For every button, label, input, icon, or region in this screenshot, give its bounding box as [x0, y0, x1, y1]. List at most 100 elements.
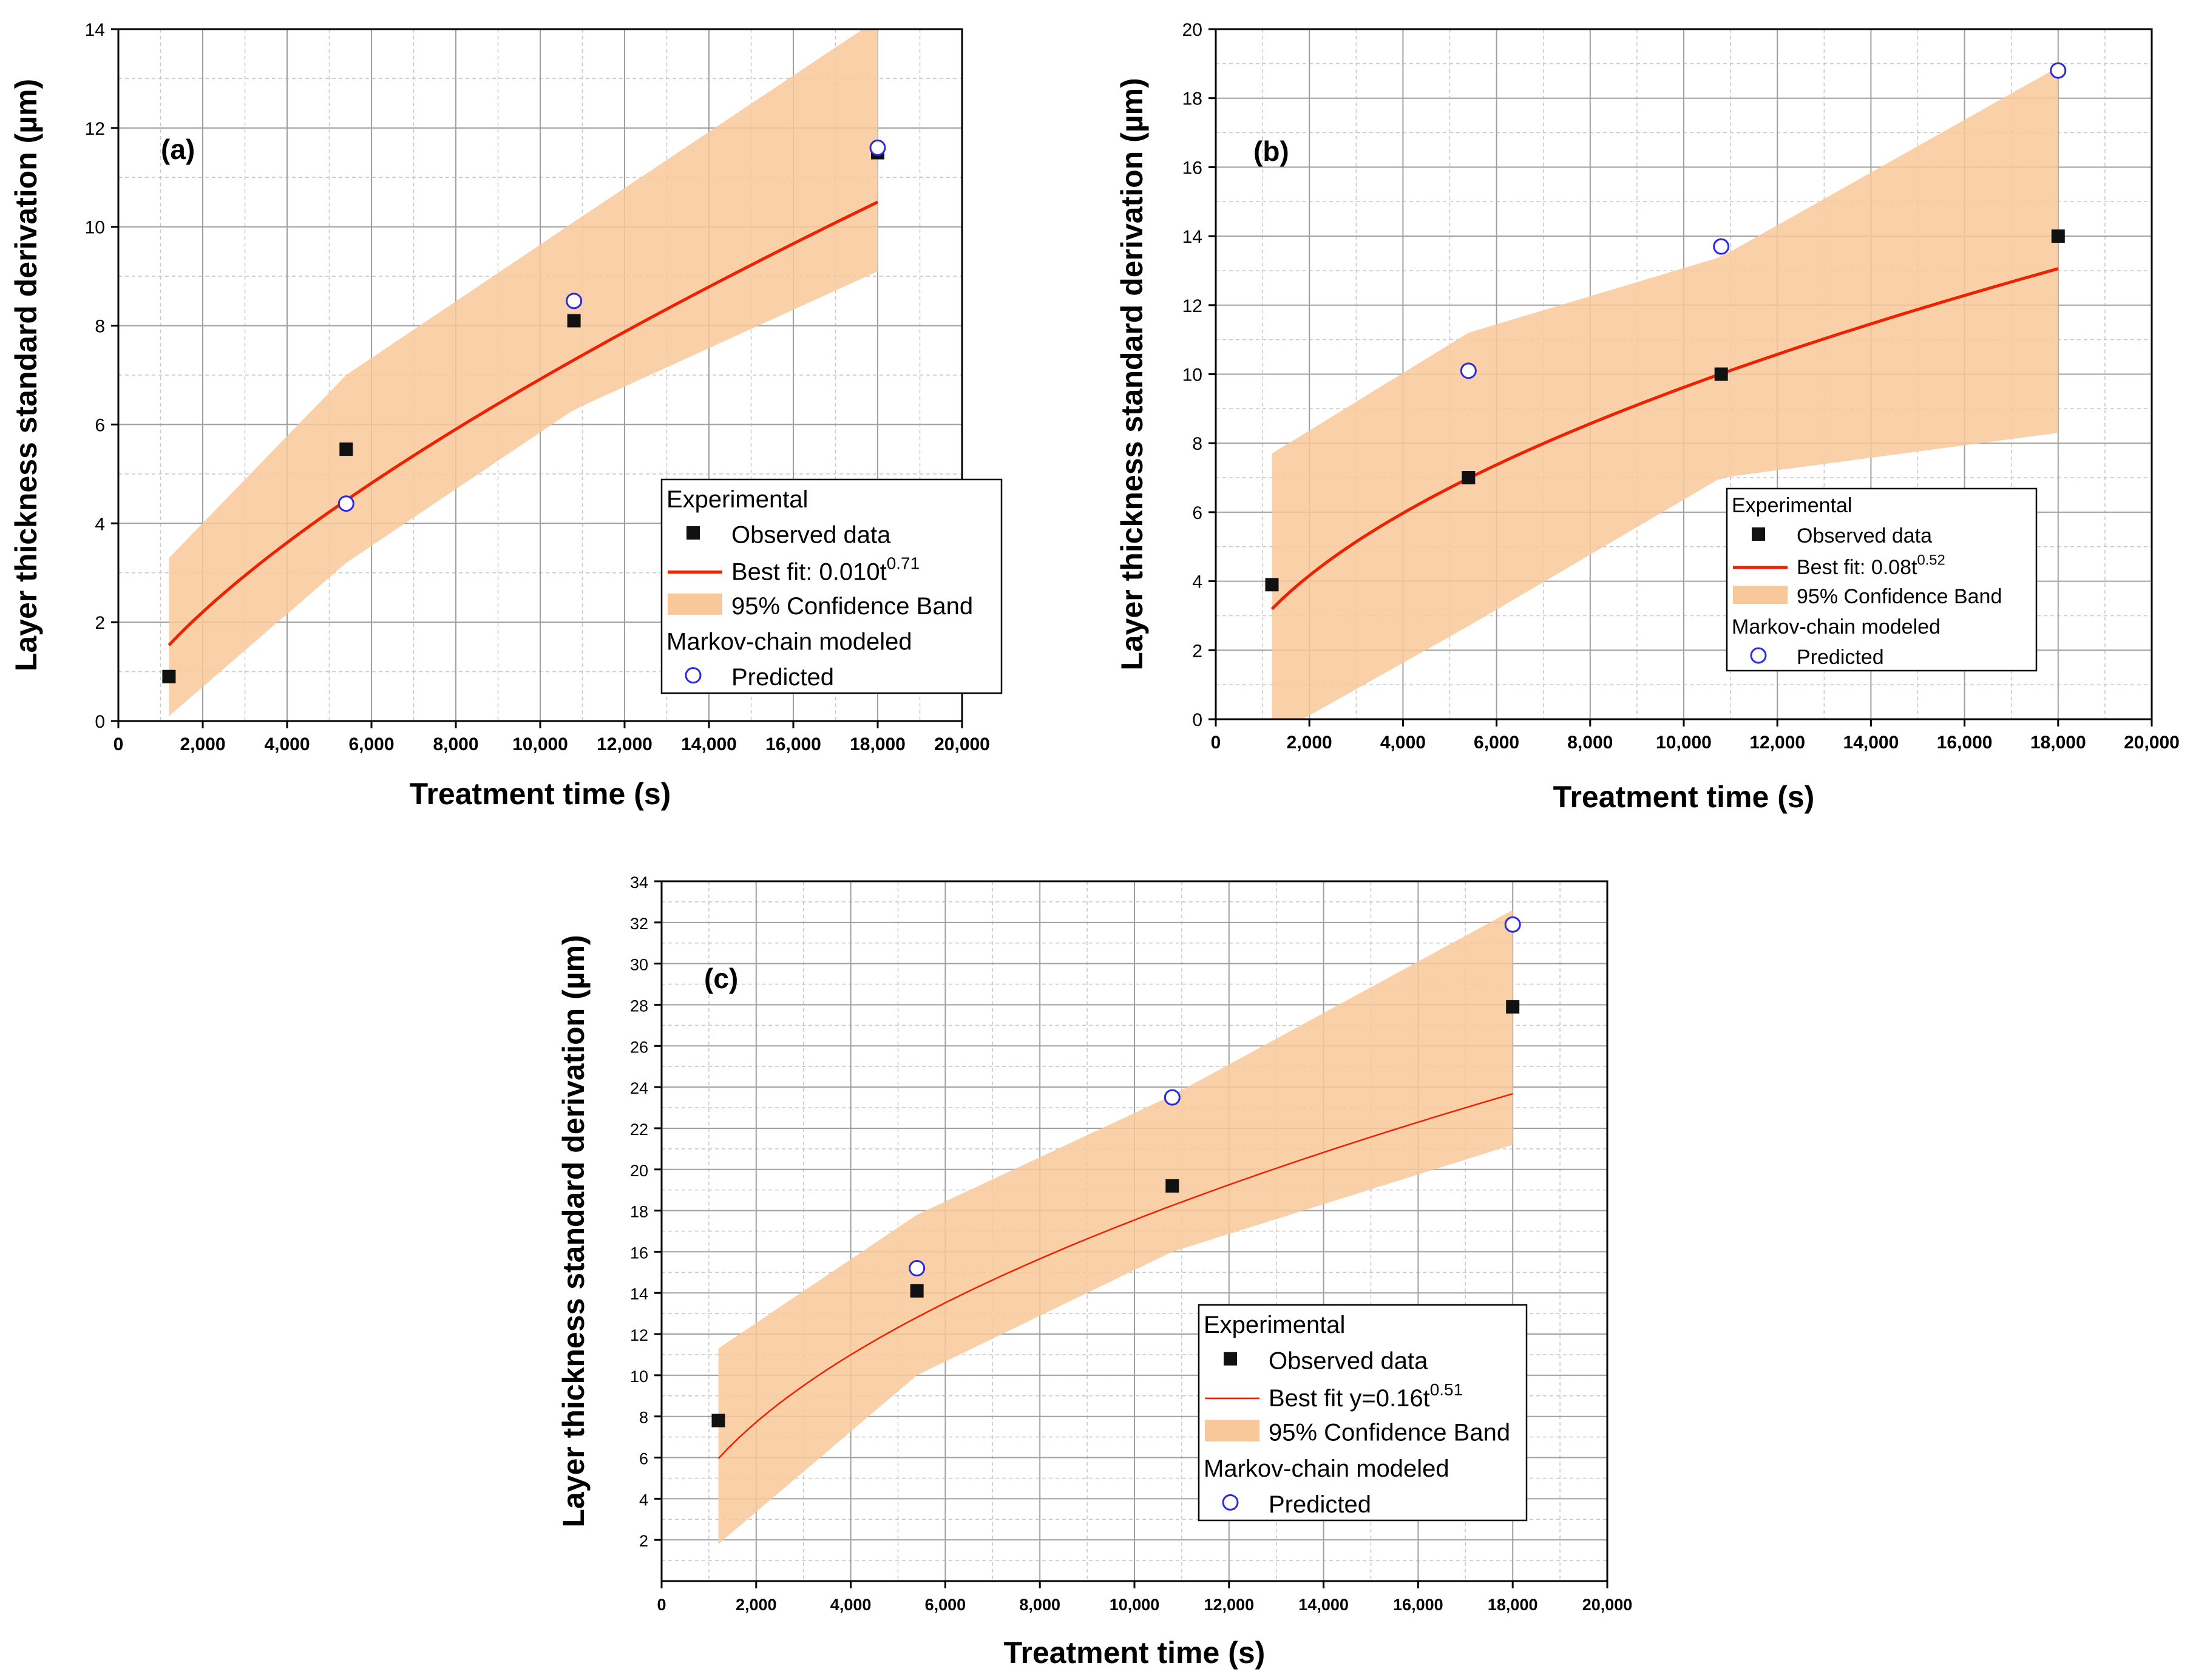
x-tick-label: 14,000: [1298, 1596, 1349, 1614]
y-tick-label: 6: [639, 1450, 648, 1468]
y-tick-label: 4: [639, 1491, 648, 1509]
observed-point: [1265, 578, 1279, 592]
x-tick-label: 6,000: [1474, 733, 1519, 753]
predicted-point: [1504, 916, 1521, 933]
x-tick-label: 18,000: [850, 734, 906, 754]
legend-box: [660, 478, 1003, 694]
y-tick-label: 12: [85, 119, 105, 139]
predicted-point: [2050, 62, 2067, 79]
observed-point: [1165, 1179, 1179, 1193]
legend-observed-icon: [1224, 1352, 1237, 1366]
chart-panel-2: 0 2,000 4,000 6,000 8,000 10,000 12,000 14,000 1…: [1115, 20, 2180, 814]
legend-fit-exponent: 0.71: [887, 554, 920, 572]
x-tick-label: 0: [657, 1596, 666, 1614]
x-tick-label: 0: [114, 734, 124, 754]
x-tick-label: 0: [1211, 733, 1221, 753]
legend-band-icon: [1205, 1420, 1259, 1441]
y-tick-label: 6: [1192, 503, 1202, 523]
x-tick-label: 20,000: [2124, 733, 2180, 753]
legend-fit-formula: Best fit: 0.08t: [1797, 556, 1917, 579]
y-tick-label: 2: [1192, 641, 1202, 661]
legend-box: [1726, 487, 2038, 672]
x-tick-label: 8,000: [433, 734, 478, 754]
x-tick-label: 12,000: [597, 734, 652, 754]
y-tick-label: 14: [1182, 227, 1202, 247]
y-axis-title: Layer thickness standard derivation (µm): [1115, 78, 1149, 670]
legend-observed-label: Observed data: [1797, 524, 1932, 547]
y-tick-label: 14: [630, 1285, 648, 1303]
x-tick-label: 20,000: [1582, 1596, 1633, 1614]
x-axis-title: Treatment time (s): [1553, 780, 1815, 814]
legend-fit-exponent: 0.51: [1430, 1380, 1463, 1399]
observed-point: [711, 1414, 725, 1428]
legend-observed-icon: [1752, 527, 1765, 541]
legend-predicted-label: Predicted: [1269, 1491, 1371, 1518]
x-tick-label: 10,000: [1110, 1596, 1160, 1614]
y-tick-label: 18: [1182, 89, 1202, 109]
y-tick-label: 8: [95, 317, 105, 337]
x-tick-label: 18,000: [1488, 1596, 1538, 1614]
predicted-point: [337, 495, 354, 512]
x-tick-label: 10,000: [512, 734, 568, 754]
legend-group-markov: Markov-chain modeled: [1204, 1455, 1449, 1482]
legend-observed-label: Observed data: [731, 521, 891, 548]
x-tick-label: 2,000: [180, 734, 225, 754]
y-tick-label: 4: [95, 514, 105, 534]
y-tick-label: 18: [630, 1203, 648, 1221]
confidence-band: [169, 29, 878, 716]
y-tick-label: 8: [1192, 434, 1202, 454]
y-tick-label: 12: [630, 1326, 648, 1344]
y-tick-label: 10: [85, 218, 105, 238]
y-tick-label: 30: [630, 956, 648, 974]
x-axis-title: Treatment time (s): [1004, 1636, 1266, 1670]
legend-observed-label: Observed data: [1269, 1347, 1428, 1374]
y-tick-label: 32: [630, 915, 648, 933]
observed-point: [1462, 471, 1476, 485]
y-tick-label: 20: [630, 1162, 648, 1180]
legend-group-experimental: Experimental: [1732, 494, 1852, 517]
observed-point: [567, 314, 581, 328]
panel-label: (b): [1253, 135, 1289, 167]
x-axis: 0 2,000 4,000 6,000 8,000 10,000 12,000 14,000 1…: [657, 1581, 1632, 1614]
legend-predicted-icon: [685, 667, 702, 684]
legend-predicted-label: Predicted: [731, 664, 834, 691]
y-tick-label: 14: [85, 20, 105, 40]
predicted-point: [1164, 1089, 1181, 1106]
predicted-point: [1460, 362, 1477, 379]
legend-group-experimental: Experimental: [1204, 1312, 1345, 1338]
x-tick-label: 20,000: [934, 734, 990, 754]
y-tick-label: 4: [1192, 572, 1202, 592]
y-tick-label: 24: [630, 1079, 648, 1097]
x-axis: 0 2,000 4,000 6,000 8,000 10,000 12,000 14,000 1…: [114, 721, 990, 754]
legend: Experimental Observed data Best fit y=0.16…: [1198, 1304, 1528, 1522]
y-tick-label: 34: [630, 873, 648, 892]
y-tick-label: 10: [630, 1367, 648, 1386]
x-tick-label: 8,000: [1567, 733, 1613, 753]
legend-fit-label: Best fit y=0.16t0.51: [1269, 1380, 1463, 1412]
y-tick-label: 16: [1182, 158, 1202, 178]
y-axis-title: Layer thickness standard derivation (µm): [557, 935, 591, 1527]
legend-fit-exponent: 0.52: [1917, 552, 1945, 569]
legend-band-label: 95% Confidence Band: [1269, 1420, 1510, 1446]
chart-panel-1: 0 2,000 4,000 6,000 8,000 10,000 12,000 14,000 1…: [9, 20, 1003, 811]
y-tick-label: 22: [630, 1120, 648, 1139]
x-tick-label: 16,000: [1937, 733, 1993, 753]
y-tick-label: 10: [1182, 365, 1202, 385]
x-tick-label: 18,000: [2030, 733, 2086, 753]
x-tick-label: 10,000: [1656, 733, 1712, 753]
legend: Experimental Observed data Best fit: 0.08t…: [1726, 487, 2038, 672]
legend-band-label: 95% Confidence Band: [1797, 585, 2002, 608]
y-axis: 0 2 4 6 8 10 12 14 16 18 20: [1182, 20, 1216, 730]
legend-predicted-icon: [1750, 647, 1767, 664]
predicted-point: [566, 293, 583, 310]
x-tick-label: 16,000: [765, 734, 821, 754]
x-tick-label: 8,000: [1019, 1596, 1060, 1614]
best-fit-line: [168, 200, 879, 646]
observed-point: [2051, 229, 2065, 243]
legend: Experimental Observed data Best fit: 0.010…: [660, 478, 1003, 694]
x-tick-label: 12,000: [1204, 1596, 1255, 1614]
x-axis-title: Treatment time (s): [410, 777, 671, 811]
predicted-point: [1713, 238, 1730, 255]
observed-point: [162, 669, 176, 683]
